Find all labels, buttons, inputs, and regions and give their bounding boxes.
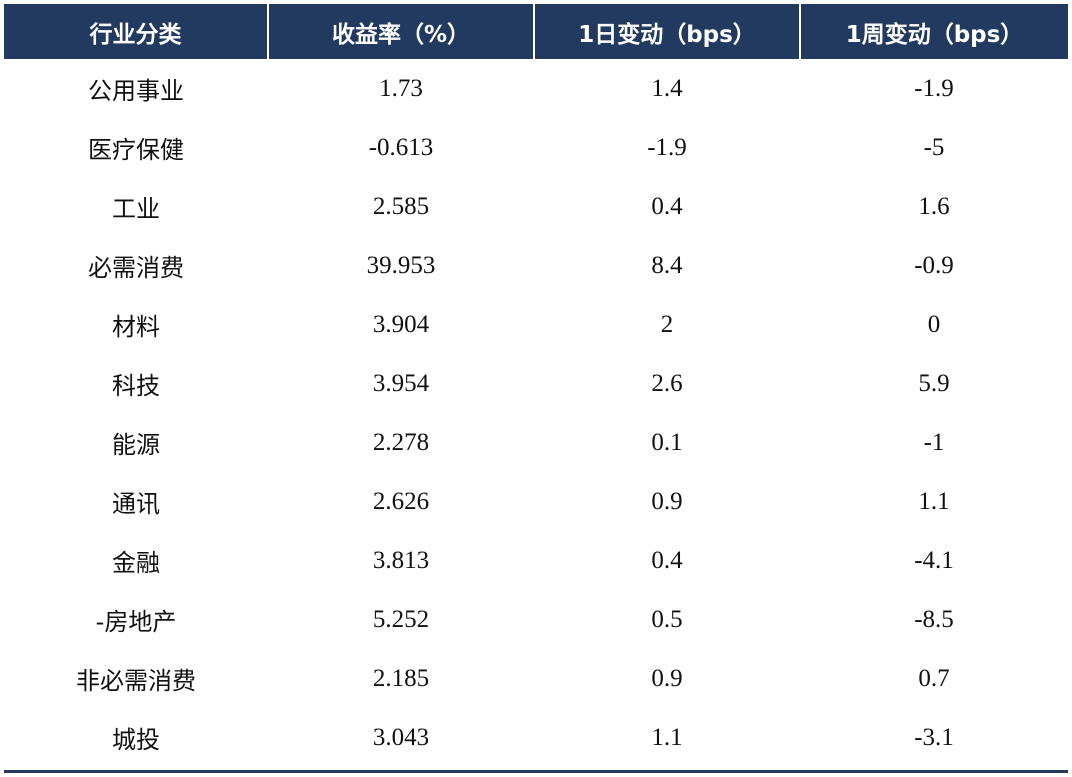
change-1w-cell: 1.1 — [918, 487, 950, 515]
category-cell: 能源 — [112, 431, 160, 459]
yield-cell: 2.626 — [372, 487, 430, 515]
category-cell: -房地产 — [95, 608, 177, 636]
table-header: 行业分类 收益率（%） 1日变动（bps） 1周变动（bps） — [4, 4, 1068, 59]
header-change-1w: 1周变动（bps） — [799, 4, 1068, 59]
change-1w-cell: 0.7 — [918, 664, 950, 692]
change-1d-cell: 0.1 — [651, 428, 683, 456]
yield-cell: -0.613 — [368, 133, 434, 161]
yield-cell: 2.585 — [372, 192, 430, 220]
yield-cell: 3.813 — [372, 546, 430, 574]
table-body: 公用事业 1.73 1.4 -1.9 医疗保健 -0.613 -1.9 -5 工… — [4, 59, 1068, 767]
yield-cell: 2.278 — [372, 428, 430, 456]
table-row: 工业 2.585 0.4 1.6 — [4, 177, 1068, 236]
category-cell: 工业 — [112, 195, 160, 223]
table-row: 公用事业 1.73 1.4 -1.9 — [4, 59, 1068, 118]
change-1w-cell: -4.1 — [914, 546, 954, 574]
category-cell: 公用事业 — [88, 77, 184, 105]
yield-cell: 3.954 — [372, 369, 430, 397]
yield-cell: 39.953 — [366, 251, 436, 279]
table-row: 金融 3.813 0.4 -4.1 — [4, 531, 1068, 590]
change-1d-cell: 0.4 — [651, 546, 683, 574]
change-1w-cell: -5 — [923, 133, 945, 161]
yield-cell: 2.185 — [372, 664, 430, 692]
change-1d-cell: 1.1 — [651, 723, 683, 751]
category-cell: 城投 — [112, 726, 160, 754]
table-row: 通讯 2.626 0.9 1.1 — [4, 472, 1068, 531]
category-cell: 必需消费 — [88, 254, 184, 282]
sector-yield-table: 行业分类 收益率（%） 1日变动（bps） 1周变动（bps） 公用事业 1.7… — [4, 4, 1068, 767]
table-row: 材料 3.904 2 0 — [4, 295, 1068, 354]
table-bottom-rule — [4, 770, 1068, 773]
change-1d-cell: 0.4 — [651, 192, 683, 220]
change-1w-cell: -1 — [923, 428, 945, 456]
change-1d-cell: -1.9 — [647, 133, 687, 161]
yield-cell: 5.252 — [372, 605, 430, 633]
change-1d-cell: 0.5 — [651, 605, 683, 633]
yield-cell: 3.904 — [372, 310, 430, 338]
category-cell: 医疗保健 — [88, 136, 184, 164]
change-1d-cell: 2.6 — [651, 369, 683, 397]
table-row: 城投 3.043 1.1 -3.1 — [4, 708, 1068, 767]
table-row: 必需消费 39.953 8.4 -0.9 — [4, 236, 1068, 295]
change-1w-cell: -0.9 — [914, 251, 954, 279]
category-cell: 金融 — [112, 549, 160, 577]
change-1d-cell: 0.9 — [651, 664, 683, 692]
header-row: 行业分类 收益率（%） 1日变动（bps） 1周变动（bps） — [4, 4, 1068, 59]
change-1w-cell: -3.1 — [914, 723, 954, 751]
category-cell: 材料 — [112, 313, 160, 341]
header-yield: 收益率（%） — [267, 4, 535, 59]
category-cell: 科技 — [112, 372, 160, 400]
change-1d-cell: 8.4 — [651, 251, 683, 279]
table-row: 非必需消费 2.185 0.9 0.7 — [4, 649, 1068, 708]
table-row: 医疗保健 -0.613 -1.9 -5 — [4, 118, 1068, 177]
change-1w-cell: 5.9 — [918, 369, 950, 397]
header-category: 行业分类 — [4, 4, 269, 59]
change-1d-cell: 0.9 — [651, 487, 683, 515]
category-cell: 通讯 — [112, 490, 160, 518]
table-row: -房地产 5.252 0.5 -8.5 — [4, 590, 1068, 649]
change-1w-cell: 0 — [927, 310, 941, 338]
table-row: 科技 3.954 2.6 5.9 — [4, 354, 1068, 413]
yield-cell: 3.043 — [372, 723, 430, 751]
change-1w-cell: -8.5 — [914, 605, 954, 633]
table-row: 能源 2.278 0.1 -1 — [4, 413, 1068, 472]
yield-cell: 1.73 — [379, 74, 423, 102]
change-1d-cell: 2 — [660, 310, 674, 338]
category-cell: 非必需消费 — [76, 667, 196, 695]
change-1d-cell: 1.4 — [651, 74, 683, 102]
header-change-1d: 1日变动（bps） — [533, 4, 801, 59]
change-1w-cell: 1.6 — [918, 192, 950, 220]
change-1w-cell: -1.9 — [914, 74, 954, 102]
